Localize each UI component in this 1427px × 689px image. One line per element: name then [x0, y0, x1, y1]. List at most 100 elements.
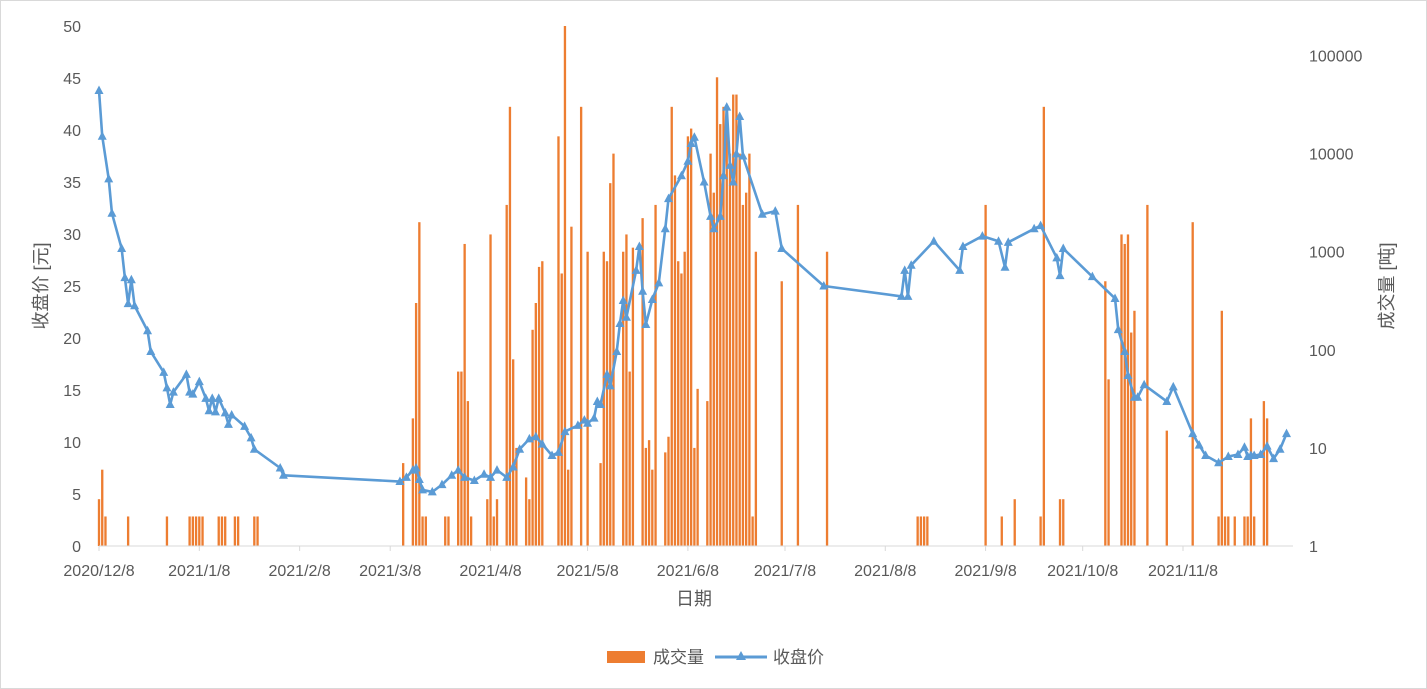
- close-price-marker: [94, 85, 104, 94]
- close-price-marker: [123, 298, 133, 308]
- close-price-marker: [194, 376, 204, 386]
- volume-bar: [667, 436, 670, 546]
- x-axis-title: 日期: [676, 589, 712, 609]
- volume-bar: [194, 516, 198, 546]
- close-price-marker: [958, 241, 968, 250]
- close-price-marker: [1055, 270, 1065, 280]
- x-tick-label: 2021/11/8: [1148, 563, 1218, 580]
- close-price-marker: [722, 102, 732, 111]
- close-price-marker: [647, 294, 657, 304]
- close-price-marker: [240, 421, 250, 430]
- x-tick-label: 2020/12/8: [63, 563, 134, 580]
- y-right-tick-label: 100000: [1309, 49, 1362, 66]
- close-price-marker: [130, 300, 140, 310]
- close-price-marker: [770, 206, 780, 215]
- volume-bar: [722, 106, 725, 546]
- volume-bar: [628, 371, 631, 546]
- close-price-marker: [227, 409, 237, 419]
- close-price-marker: [427, 486, 437, 496]
- volume-bar: [609, 183, 612, 546]
- close-price-marker: [447, 470, 457, 479]
- close-price-marker: [120, 272, 130, 282]
- close-price-marker: [502, 472, 512, 481]
- close-price-marker: [1036, 220, 1046, 230]
- y-left-tick-label: 30: [63, 227, 81, 244]
- close-price-marker: [220, 407, 230, 417]
- close-price-marker: [104, 173, 114, 183]
- close-price-marker: [537, 439, 547, 448]
- close-price-marker: [654, 277, 664, 287]
- volume-bar: [457, 371, 460, 546]
- close-price-marker: [1168, 381, 1178, 391]
- close-price-marker: [906, 260, 916, 269]
- close-price-marker: [249, 444, 259, 453]
- volume-bar: [560, 273, 563, 546]
- volume-bar: [508, 106, 512, 546]
- close-price-marker: [1188, 428, 1198, 438]
- close-price-marker: [486, 472, 496, 481]
- volume-bar: [1133, 310, 1136, 546]
- volume-bar: [706, 401, 709, 546]
- close-price-marker: [638, 286, 648, 295]
- close-price-marker: [1282, 428, 1292, 438]
- close-price-marker: [204, 405, 214, 415]
- legend-close-marker: [736, 651, 746, 660]
- close-price-marker: [900, 265, 910, 274]
- x-tick-label: 2021/8/8: [854, 563, 916, 580]
- close-price-marker: [159, 367, 169, 376]
- y-left-tick-label: 25: [63, 279, 81, 296]
- close-price-marker: [223, 419, 233, 428]
- close-price-marker: [437, 479, 447, 489]
- close-price-marker: [97, 131, 107, 140]
- volume-bar: [693, 447, 696, 546]
- volume-bar: [256, 516, 259, 546]
- volume-bar: [557, 136, 560, 546]
- volume-bar: [233, 516, 237, 546]
- volume-bar: [1013, 499, 1016, 546]
- volume-bar: [1104, 281, 1107, 546]
- volume-bar: [1165, 430, 1168, 546]
- x-tick-label: 2021/6/8: [657, 563, 719, 580]
- close-price-marker: [411, 463, 421, 472]
- close-price-marker: [278, 470, 288, 479]
- tick-labels: 0 5 10 15 20 25 30 35 40 45 50 1 10 100 1000 10000 10000…: [63, 19, 1362, 580]
- close-price-marker: [709, 223, 719, 233]
- volume-bar: [1191, 222, 1194, 546]
- close-price-polyline: [97, 90, 1288, 494]
- volume-bar: [732, 94, 735, 546]
- close-price-marker: [1162, 396, 1172, 405]
- volume-bar: [612, 153, 615, 546]
- volume-bar: [625, 234, 628, 546]
- close-price-marker: [683, 156, 693, 165]
- close-price-marker: [621, 312, 631, 321]
- close-price-marker: [168, 387, 178, 396]
- close-price-marker: [1269, 453, 1279, 463]
- volume-bar: [670, 106, 673, 546]
- volume-bar: [1146, 204, 1149, 546]
- close-price-marker: [1113, 324, 1123, 334]
- close-price-marker: [1133, 392, 1143, 401]
- close-price-marker: [757, 209, 767, 218]
- close-price-marker: [492, 465, 502, 474]
- volume-bar: [654, 204, 657, 546]
- close-price-marker: [605, 380, 615, 390]
- close-price-marker: [1058, 243, 1068, 253]
- volume-bar: [680, 273, 683, 546]
- close-price-marker: [706, 211, 716, 220]
- volume-bar: [748, 153, 751, 546]
- close-price-marker: [107, 208, 117, 217]
- close-price-marker: [612, 346, 622, 356]
- volume-bar: [1227, 516, 1230, 546]
- close-price-marker: [738, 151, 748, 160]
- volume-bar: [489, 234, 492, 546]
- close-price-marker: [664, 193, 673, 203]
- volume-bar: [101, 469, 104, 546]
- volume-bar: [224, 516, 227, 546]
- close-price-marker: [573, 420, 583, 429]
- volume-bar: [1000, 516, 1003, 546]
- volume-bar: [492, 516, 495, 546]
- volume-bar: [1107, 379, 1110, 546]
- close-price-marker: [181, 369, 191, 378]
- volume-bar: [741, 204, 745, 546]
